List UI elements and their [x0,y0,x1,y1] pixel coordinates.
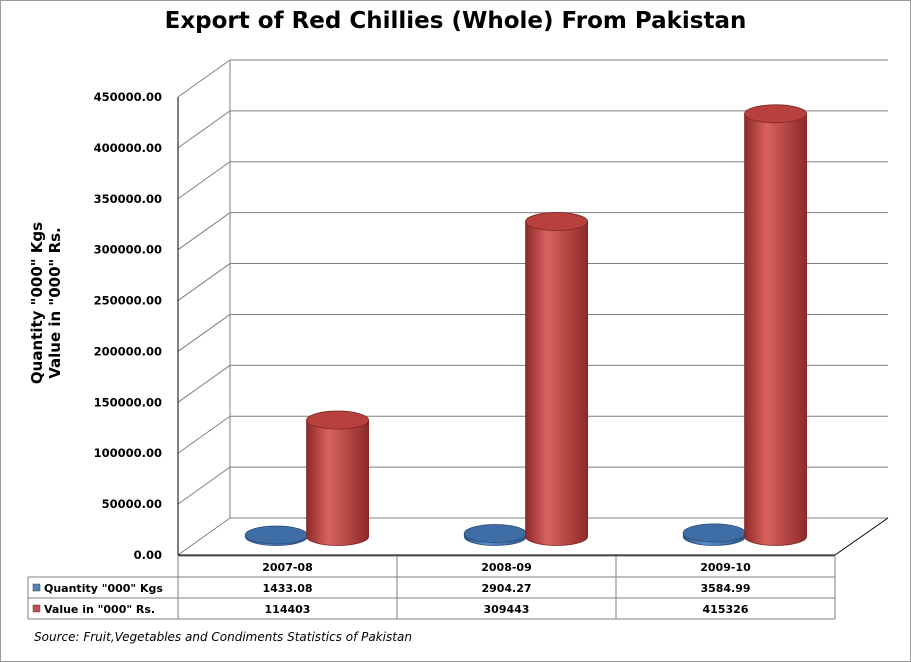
gridline-side [177,161,231,200]
y-tick-label: 200000.00 [94,344,162,358]
y-tick-label: 400000.00 [94,141,162,155]
y-tick-label: 0.00 [134,548,162,562]
gridline-side [177,314,231,352]
legend-swatch [32,604,41,613]
source-note: Source: Fruit,Vegetables and Condiments … [34,630,412,644]
x-tick-label: 2007-08 [262,561,313,574]
data-table-cell: 1433.08 [262,582,312,595]
legend-label: Value in "000" Rs. [44,603,155,616]
bar-top [525,212,588,231]
bar-body [744,113,807,546]
gridline-side [177,59,231,98]
gridline-side [177,364,231,403]
y-tick-label: 100000.00 [94,446,162,460]
legend-label: Quantity "000" Kgs [44,582,163,595]
bar-top [744,104,807,124]
data-table-cell: 3584.99 [700,582,750,595]
y-tick-label: 350000.00 [94,192,162,206]
gridline-side [177,517,231,556]
bar-top [244,525,308,545]
bar-top [306,410,369,430]
floor-right-edge [834,517,889,556]
bar-body [306,419,369,546]
y-tick-label: 300000.00 [94,243,162,257]
y-tick-label: 150000.00 [94,395,162,409]
data-table-cell: 114403 [265,603,311,616]
x-tick-label: 2008-09 [481,561,532,574]
y-tick-label: 50000.00 [102,497,162,511]
data-table-cell: 2904.27 [481,582,531,595]
gridline-side [177,466,231,505]
legend-swatch [32,583,41,592]
bar-body [525,221,588,546]
data-table-cell: 309443 [484,603,530,616]
bar-top [463,524,527,543]
gridline-side [177,110,231,149]
y-tick-label: 250000.00 [94,294,162,308]
chart-title: Export of Red Chillies (Whole) From Paki… [164,8,747,34]
y-tick-label: 450000.00 [94,90,162,104]
data-table-cell: 415326 [703,603,749,616]
gridline-side [177,263,231,301]
gridline-side [177,415,231,454]
gridline-side [177,212,231,251]
x-tick-label: 2009-10 [700,561,751,574]
bar-top [682,523,746,543]
